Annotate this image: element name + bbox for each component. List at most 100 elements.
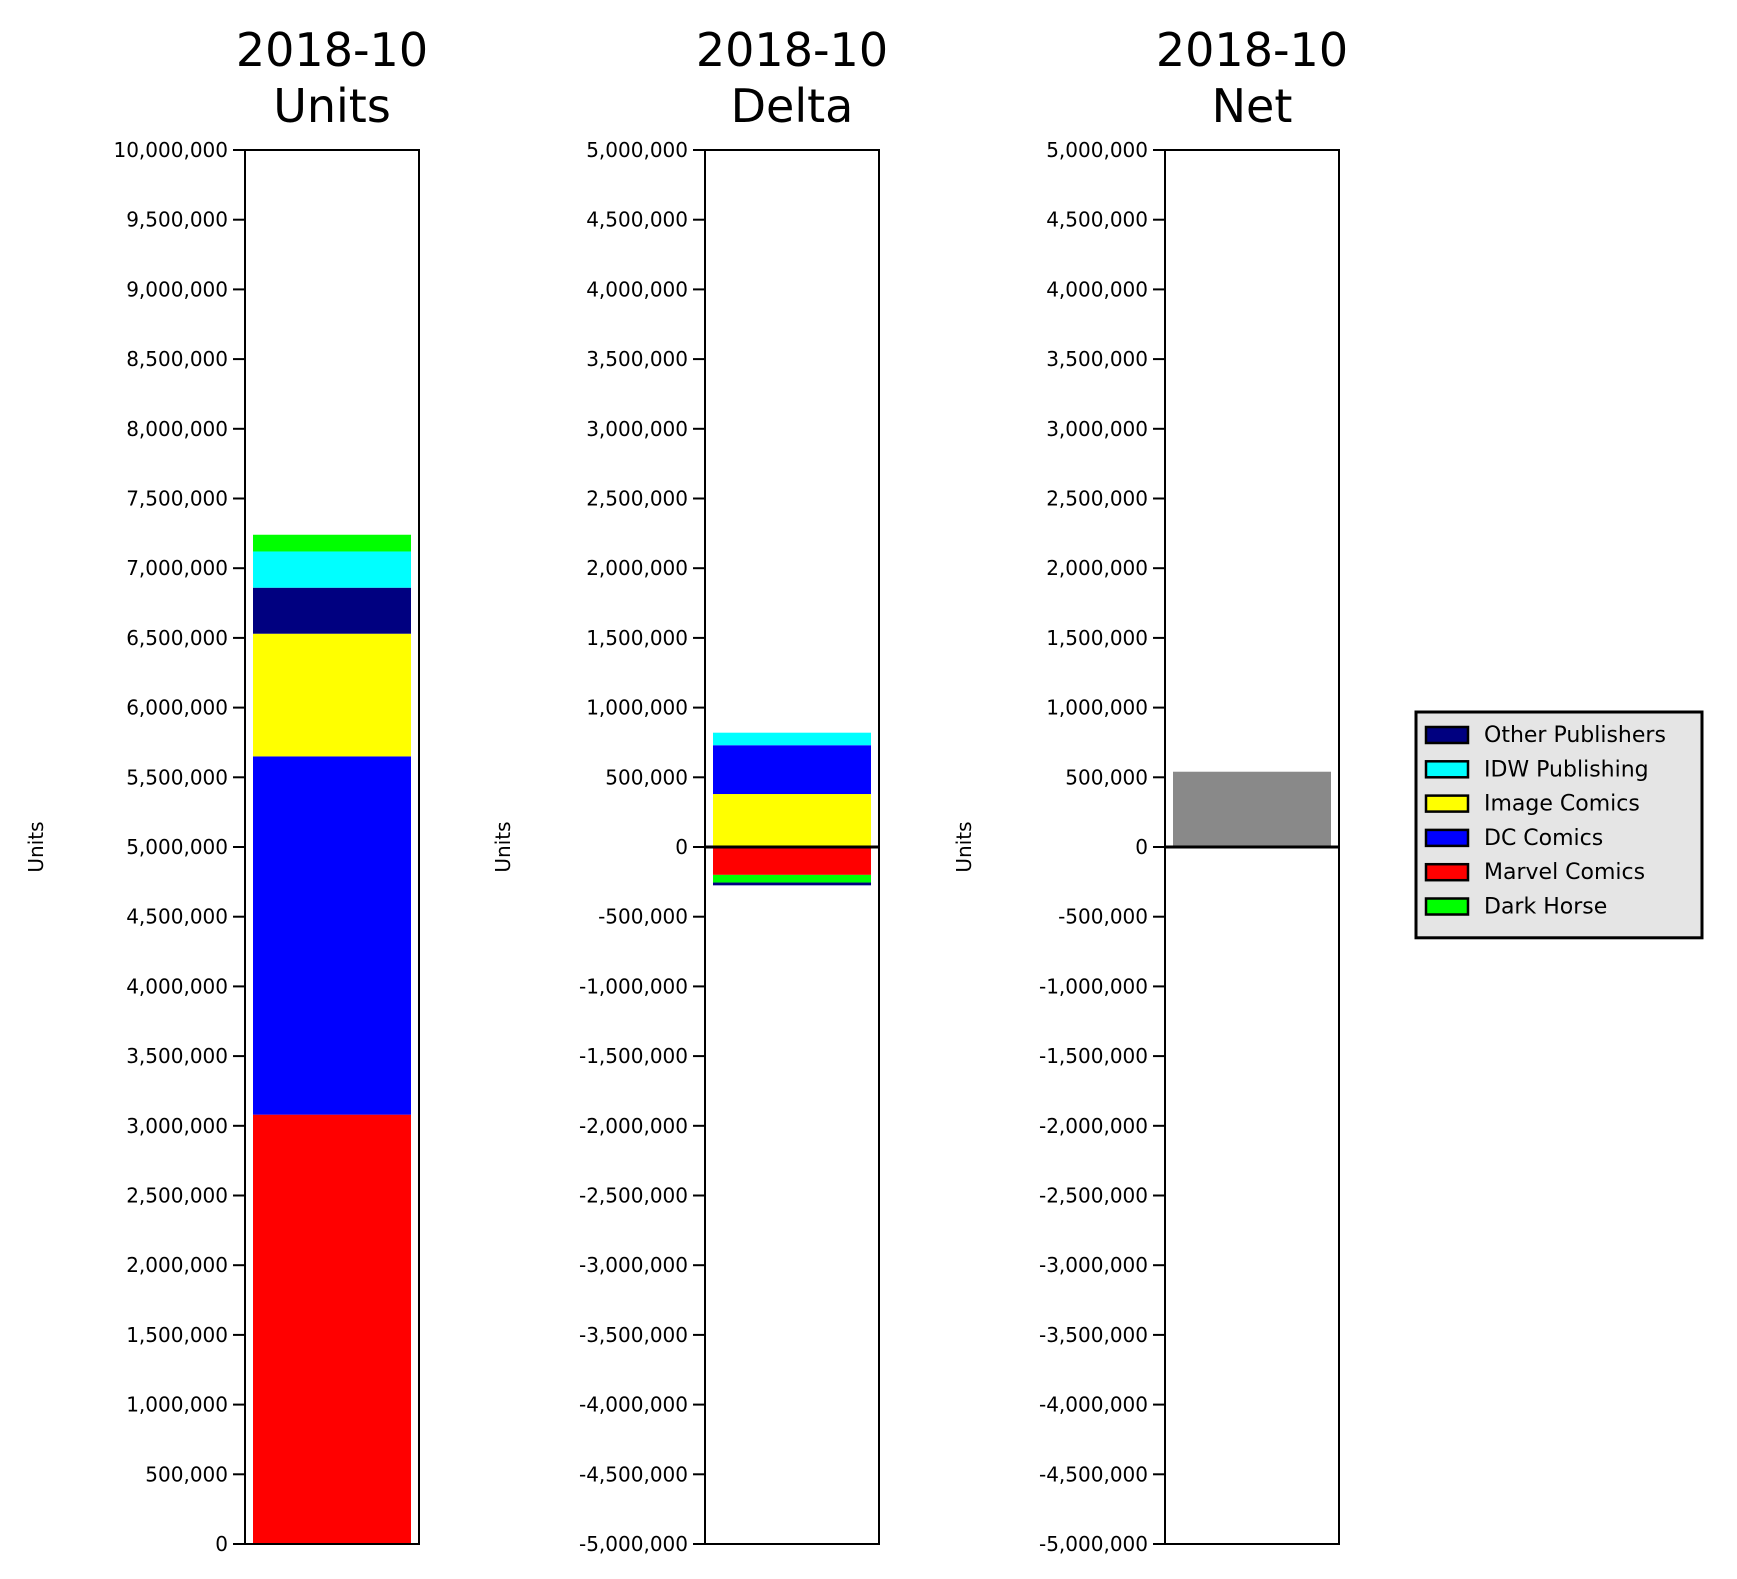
y-tick-label: -1,500,000 xyxy=(579,1044,688,1068)
y-tick-label: -3,500,000 xyxy=(579,1323,688,1347)
y-tick-label: 0 xyxy=(675,835,688,859)
bar-image-comics xyxy=(713,794,871,847)
y-tick-label: 2,000,000 xyxy=(126,1253,228,1277)
y-tick-label: 2,000,000 xyxy=(586,556,688,580)
y-tick-label: 6,500,000 xyxy=(126,626,228,650)
y-tick-label: 8,000,000 xyxy=(126,417,228,441)
y-tick-label: 6,000,000 xyxy=(126,696,228,720)
y-tick-label: 5,000,000 xyxy=(126,835,228,859)
legend-swatch-dark-horse xyxy=(1424,897,1470,916)
y-tick-label: -2,500,000 xyxy=(1039,1184,1148,1208)
y-tick-label: -4,500,000 xyxy=(1039,1462,1148,1486)
legend-swatch-other-publishers xyxy=(1424,725,1470,745)
y-tick-label: 500,000 xyxy=(1065,765,1148,789)
y-tick-label: 4,500,000 xyxy=(1046,208,1148,232)
y-tick-label: 9,500,000 xyxy=(126,208,228,232)
y-tick-label: 3,500,000 xyxy=(586,347,688,371)
y-tick-label: 5,000,000 xyxy=(586,138,688,162)
y-tick-label: 0 xyxy=(1135,835,1148,859)
chart-title-line2: Net xyxy=(1212,79,1293,133)
legend-label-image-comics: Image Comics xyxy=(1484,792,1640,817)
y-axis-label: Units xyxy=(491,821,515,872)
y-tick-label: -4,000,000 xyxy=(1039,1393,1148,1417)
y-axis-label: Units xyxy=(952,821,976,872)
y-tick-label: 9,000,000 xyxy=(126,277,228,301)
y-tick-label: 4,000,000 xyxy=(126,974,228,998)
y-tick-label: -3,500,000 xyxy=(1039,1323,1148,1347)
y-tick-label: 3,500,000 xyxy=(1046,347,1148,371)
bar-dc-comics xyxy=(713,745,871,795)
y-tick-label: -2,000,000 xyxy=(1039,1114,1148,1138)
y-tick-label: -1,500,000 xyxy=(1039,1044,1148,1068)
y-tick-label: -4,500,000 xyxy=(579,1462,688,1486)
bar-marvel-comics xyxy=(253,1114,411,1544)
chart-panels: 0 500,000 1,000,000 1,500,000 2,000,000 2,500… xyxy=(24,23,1348,1556)
bar-idw-publishing xyxy=(253,551,411,588)
y-tick-label: 7,000,000 xyxy=(126,556,228,580)
y-tick-label: 8,500,000 xyxy=(126,347,228,371)
bar-image-comics xyxy=(253,633,411,757)
y-tick-label: 2,500,000 xyxy=(586,487,688,511)
y-tick-label: 500,000 xyxy=(605,765,688,789)
chart-title-line2: Units xyxy=(273,79,391,133)
y-tick-label: -500,000 xyxy=(1058,905,1148,929)
y-axis-label: Units xyxy=(24,821,48,872)
legend-swatch-dc-comics xyxy=(1424,828,1470,848)
y-tick-label: 1,000,000 xyxy=(126,1393,228,1417)
y-tick-label: 4,000,000 xyxy=(1046,277,1148,301)
chart-title-line2: Delta xyxy=(731,79,854,133)
bar-dc-comics xyxy=(253,756,411,1115)
y-tick-label: -1,000,000 xyxy=(1039,974,1148,998)
y-tick-label: 1,500,000 xyxy=(586,626,688,650)
legend-swatch-marvel-comics xyxy=(1424,862,1470,882)
chart-title-line1: 2018-10 xyxy=(1156,23,1348,77)
y-tick-label: 10,000,000 xyxy=(113,138,228,162)
y-tick-label: 3,000,000 xyxy=(1046,417,1148,441)
y-tick-label: 3,500,000 xyxy=(126,1044,228,1068)
y-tick-label: -3,000,000 xyxy=(1039,1253,1148,1277)
y-tick-label: 4,000,000 xyxy=(586,277,688,301)
y-tick-label: -2,500,000 xyxy=(579,1184,688,1208)
bar-dark-horse xyxy=(253,534,411,552)
y-tick-label: 5,000,000 xyxy=(1046,138,1148,162)
legend-label-idw-publishing: IDW Publishing xyxy=(1484,757,1649,782)
chart-title-line1: 2018-10 xyxy=(696,23,888,77)
legend-label-other-publishers: Other Publishers xyxy=(1484,723,1666,748)
y-tick-label: -1,000,000 xyxy=(579,974,688,998)
legend-label-marvel-comics: Marvel Comics xyxy=(1484,860,1645,885)
y-tick-label: 0 xyxy=(215,1532,228,1556)
bar-other-publishers xyxy=(253,587,411,634)
y-tick-label: -4,000,000 xyxy=(579,1393,688,1417)
y-tick-label: 2,500,000 xyxy=(1046,487,1148,511)
y-tick-label: 7,500,000 xyxy=(126,487,228,511)
chart-panel-3: -5,000,000 -4,500,000 -4,000,000 -3,500,000… xyxy=(952,23,1348,1556)
y-tick-label: 4,500,000 xyxy=(126,905,228,929)
y-tick-label: 1,500,000 xyxy=(1046,626,1148,650)
bar-series-1 xyxy=(1173,771,1331,847)
y-tick-label: -2,000,000 xyxy=(579,1114,688,1138)
bar-idw-publishing xyxy=(713,732,871,746)
y-tick-label: 4,500,000 xyxy=(586,208,688,232)
y-tick-label: 2,000,000 xyxy=(1046,556,1148,580)
bar-other-publishers xyxy=(713,882,871,886)
bar-marvel-comics xyxy=(713,847,871,875)
legend-label-dark-horse: Dark Horse xyxy=(1484,895,1607,920)
chart-panel-2: -5,000,000 -4,500,000 -4,000,000 -3,500,000… xyxy=(491,23,888,1556)
y-tick-label: 1,500,000 xyxy=(126,1323,228,1347)
y-tick-label: 5,500,000 xyxy=(126,765,228,789)
y-tick-label: 500,000 xyxy=(145,1462,228,1486)
y-tick-label: -5,000,000 xyxy=(1039,1532,1148,1556)
bar-dark-horse xyxy=(713,874,871,883)
chart-panel-1: 0 500,000 1,000,000 1,500,000 2,000,000 2,500… xyxy=(24,23,428,1556)
y-tick-label: -5,000,000 xyxy=(579,1532,688,1556)
y-tick-label: 3,000,000 xyxy=(126,1114,228,1138)
y-tick-label: -500,000 xyxy=(598,905,688,929)
chart-title-line1: 2018-10 xyxy=(236,23,428,77)
legend-label-dc-comics: DC Comics xyxy=(1484,826,1603,851)
legend-swatch-idw-publishing xyxy=(1424,760,1470,779)
legend: Other Publishers IDW Publishing Image Comi… xyxy=(1414,710,1704,940)
y-tick-label: 1,000,000 xyxy=(1046,696,1148,720)
y-tick-label: 3,000,000 xyxy=(586,417,688,441)
y-tick-label: 1,000,000 xyxy=(586,696,688,720)
